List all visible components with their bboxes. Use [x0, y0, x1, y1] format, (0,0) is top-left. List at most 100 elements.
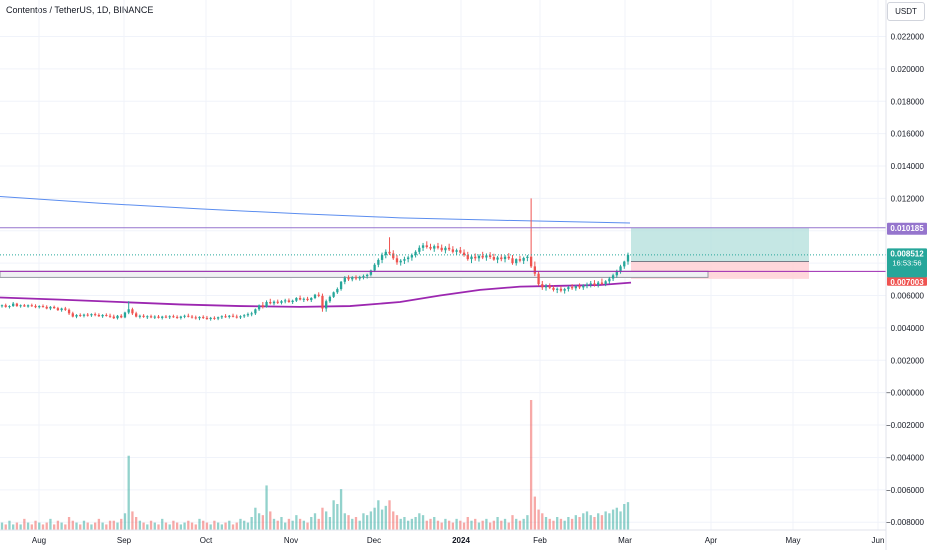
volume-bar	[515, 519, 517, 530]
candle-body	[377, 260, 379, 265]
candle-body	[210, 318, 212, 319]
volume-bar	[373, 508, 375, 530]
candle-body	[549, 286, 551, 288]
x-tick-label: Feb	[533, 536, 547, 545]
candle-body	[183, 316, 185, 317]
volume-bar	[31, 524, 33, 530]
candle-body	[269, 302, 271, 303]
candle-body	[176, 317, 178, 318]
volume-bar	[262, 515, 264, 530]
volume-bar	[306, 523, 308, 530]
volume-bar	[414, 517, 416, 530]
volume-bar	[250, 517, 252, 530]
volume-bar	[444, 519, 446, 530]
candle-body	[340, 282, 342, 289]
indicator-lines	[0, 196, 631, 306]
volume-bar	[172, 521, 174, 530]
candle-body	[366, 275, 368, 276]
volume-bar	[90, 524, 92, 530]
candle-body	[347, 278, 349, 280]
candle-body	[105, 315, 107, 316]
volume-bar	[98, 519, 100, 530]
candle-body	[593, 283, 595, 285]
candle-body	[437, 246, 439, 248]
volume-bar	[318, 519, 320, 530]
x-tick-label: Aug	[32, 536, 46, 545]
candle-body	[351, 277, 353, 279]
candle-body	[75, 315, 77, 317]
candle-body	[38, 306, 40, 307]
volume-bar	[1, 523, 3, 530]
volume-bar	[254, 508, 256, 530]
candle-body	[139, 316, 141, 317]
volume-bar	[224, 523, 226, 530]
x-tick-label: Sep	[117, 536, 132, 545]
candle-body	[482, 256, 484, 258]
volume-bar	[27, 523, 29, 530]
candle-body	[8, 306, 10, 307]
candle-body	[150, 316, 152, 317]
volume-bar	[463, 523, 465, 530]
volume-bar	[381, 510, 383, 530]
candle-body	[57, 308, 59, 310]
candle-body	[27, 305, 29, 306]
y-tick-label: −0.002000	[886, 421, 925, 430]
y-tick-label: −0.004000	[886, 453, 925, 462]
time-axis[interactable]: Aug Sep Oct Nov Dec 2024 Feb Mar Apr May Jun	[32, 536, 885, 545]
candle-body	[474, 257, 476, 259]
volume-bar	[392, 511, 394, 530]
volume-bar	[303, 521, 305, 530]
candle-body	[239, 316, 241, 317]
y-tick-label: 0.006000	[891, 292, 925, 301]
candle-body	[396, 258, 398, 262]
candle-body	[180, 317, 182, 318]
y-tick-label: 0.016000	[891, 130, 925, 139]
candle-body	[247, 314, 249, 315]
volume-bar	[359, 521, 361, 530]
volume-bar	[109, 521, 111, 530]
target-price-tag: 0.010185	[887, 223, 927, 235]
volume-bar	[83, 521, 85, 530]
candle-body	[403, 259, 405, 261]
candle-body	[619, 266, 621, 271]
candle-body	[422, 245, 424, 247]
volume-bar	[552, 521, 554, 530]
candle-body	[411, 255, 413, 257]
candle-body	[448, 248, 450, 250]
y-tick-label: 0.002000	[891, 356, 925, 365]
volume-bar	[243, 521, 245, 530]
volume-bar	[455, 519, 457, 530]
candle-body	[154, 317, 156, 318]
volume-bar	[452, 523, 454, 530]
volume-bar	[53, 524, 55, 530]
volume-bar	[269, 511, 271, 530]
candle-body	[441, 248, 443, 250]
volume-bar	[273, 519, 275, 530]
volume-bar	[295, 515, 297, 530]
volume-bar	[198, 519, 200, 530]
candle-body	[250, 313, 252, 314]
candle-body	[128, 309, 130, 312]
volume-bar	[433, 517, 435, 530]
target-zone	[631, 228, 809, 262]
volume-bar	[396, 515, 398, 530]
volume-bar	[124, 513, 126, 530]
volume-bar	[38, 523, 40, 530]
volume-bar	[12, 524, 14, 530]
volume-bar	[176, 523, 178, 530]
volume-bar	[46, 523, 48, 530]
volume-bar	[441, 523, 443, 530]
volume-bar	[504, 519, 506, 530]
candle-body	[299, 298, 301, 300]
volume-bar	[113, 521, 115, 530]
volume-bar	[284, 523, 286, 530]
candle-body	[537, 274, 539, 285]
candle-body	[485, 255, 487, 257]
candle-body	[504, 257, 506, 259]
volume-bar	[146, 524, 148, 530]
candle-body	[586, 285, 588, 286]
volume-bar	[448, 521, 450, 530]
candle-body	[228, 316, 230, 317]
volume-bar	[563, 521, 565, 530]
